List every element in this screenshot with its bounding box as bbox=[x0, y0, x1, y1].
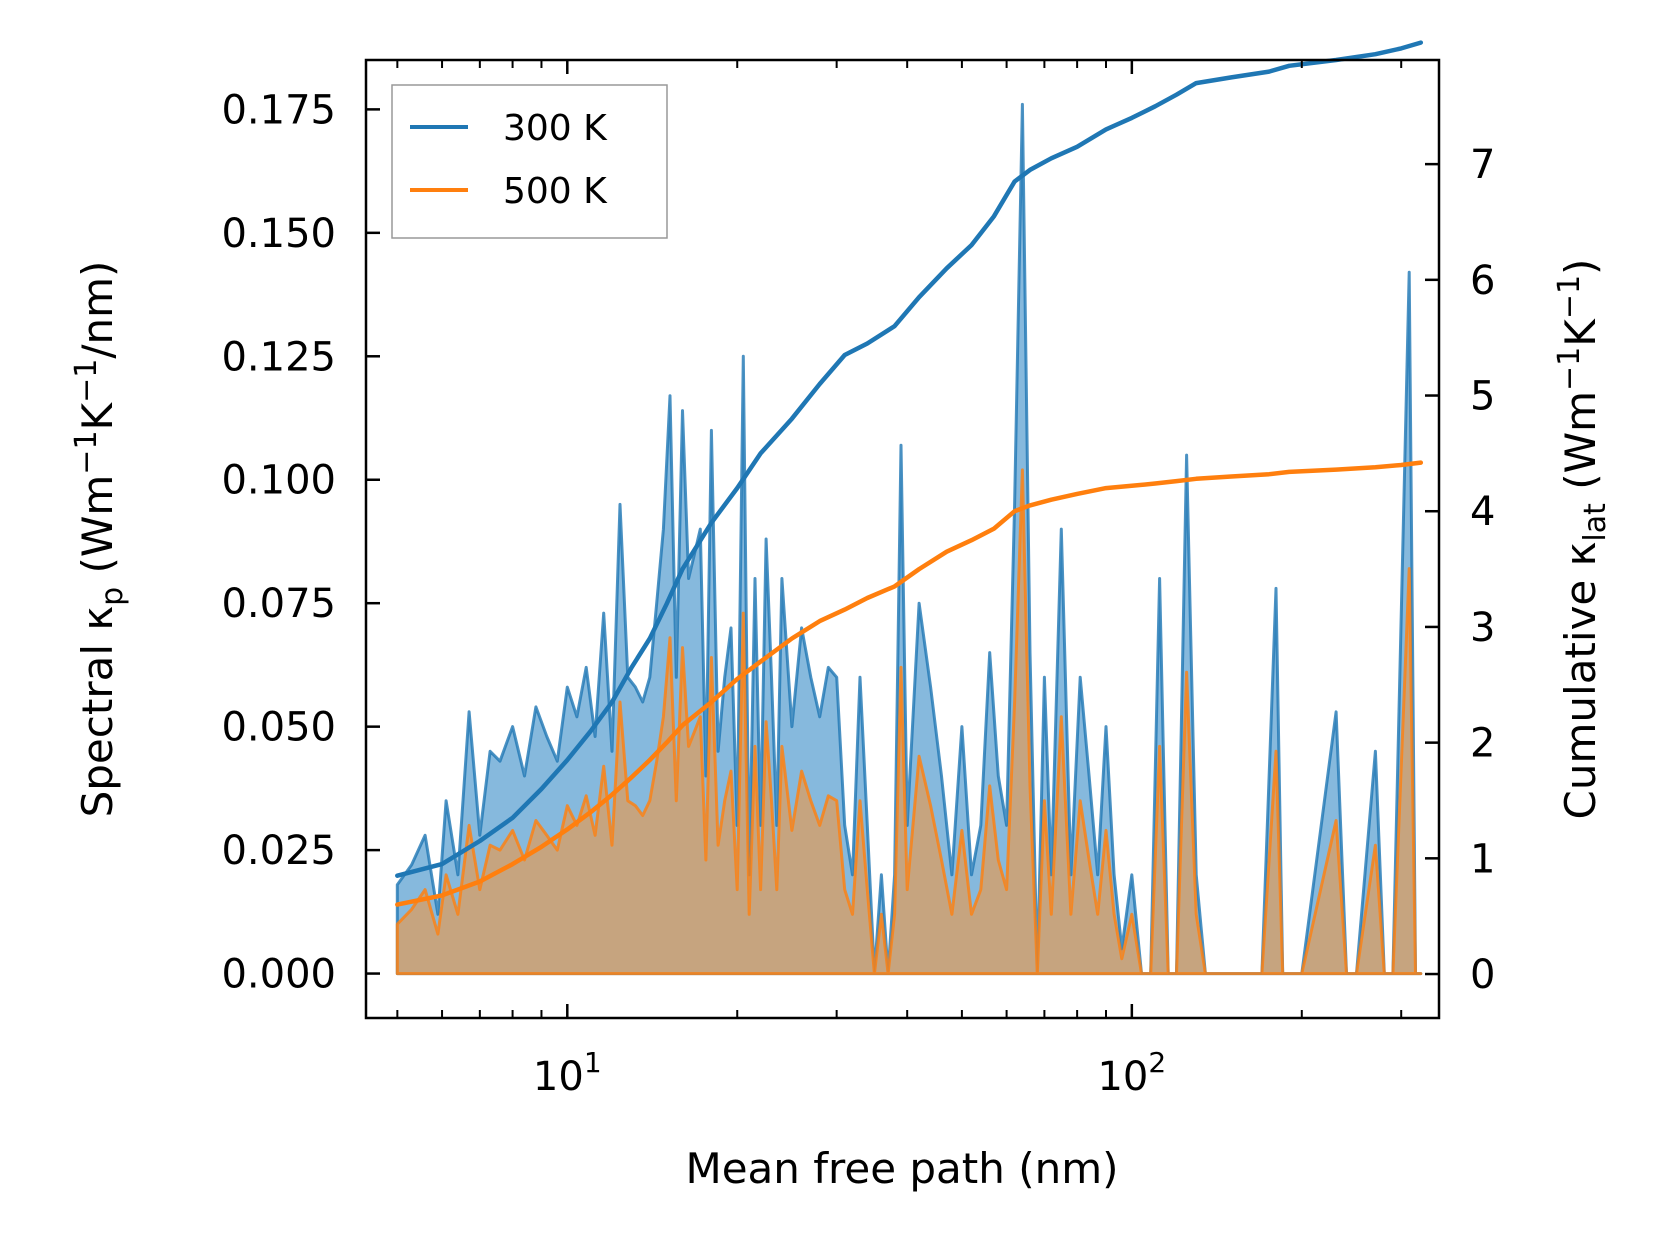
legend-box bbox=[391, 84, 668, 239]
x-axis: 101 102 bbox=[396, 60, 1403, 1100]
right-y-axis-label: Cumulative κlat (Wm−1K−1) bbox=[1552, 259, 1613, 820]
legend-label-300k: 300 K bbox=[503, 108, 608, 149]
right-y-tick-label: 3 bbox=[1470, 605, 1495, 651]
right-y-tick-label: 5 bbox=[1470, 374, 1495, 420]
left-y-tick-label: 0.175 bbox=[221, 87, 336, 133]
series-lines bbox=[395, 40, 1424, 907]
x-tick-label: 102 bbox=[1097, 1046, 1166, 1100]
right-y-tick-label: 1 bbox=[1470, 836, 1495, 882]
left-y-tick-label: 0.125 bbox=[221, 334, 336, 380]
right-y-tick-label: 6 bbox=[1470, 258, 1495, 304]
legend: 300 K 500 K bbox=[391, 84, 668, 239]
left-y-axis: 0.000 0.025 0.050 0.075 0.100 0.125 0.150 0.175 bbox=[221, 87, 380, 998]
left-y-tick-label: 0.075 bbox=[221, 581, 336, 627]
left-y-tick-label: 0.050 bbox=[221, 705, 336, 751]
right-y-tick-label: 0 bbox=[1470, 952, 1495, 998]
left-y-tick-label: 0.150 bbox=[221, 211, 336, 257]
left-y-tick-label: 0.025 bbox=[221, 828, 336, 874]
right-y-tick-label: 4 bbox=[1470, 489, 1495, 535]
x-axis-label: Mean free path (nm) bbox=[685, 1144, 1118, 1193]
right-y-axis: 0 1 2 3 4 5 6 7 bbox=[1425, 142, 1495, 998]
cumulative-line-300k bbox=[395, 40, 1424, 878]
x-tick-label: 101 bbox=[533, 1046, 602, 1100]
plot-frame bbox=[364, 58, 1441, 1020]
left-y-tick-label: 0.100 bbox=[221, 458, 336, 504]
right-y-tick-label: 2 bbox=[1470, 721, 1495, 767]
left-y-tick-label: 0.000 bbox=[221, 952, 336, 998]
left-y-axis-label: Spectral κp (Wm−1K−1/nm) bbox=[69, 261, 130, 818]
legend-label-500k: 500 K bbox=[503, 171, 608, 212]
spectral-area-500k bbox=[395, 468, 1423, 976]
right-y-tick-label: 7 bbox=[1470, 142, 1495, 188]
cumulative-line-500k bbox=[395, 460, 1424, 907]
